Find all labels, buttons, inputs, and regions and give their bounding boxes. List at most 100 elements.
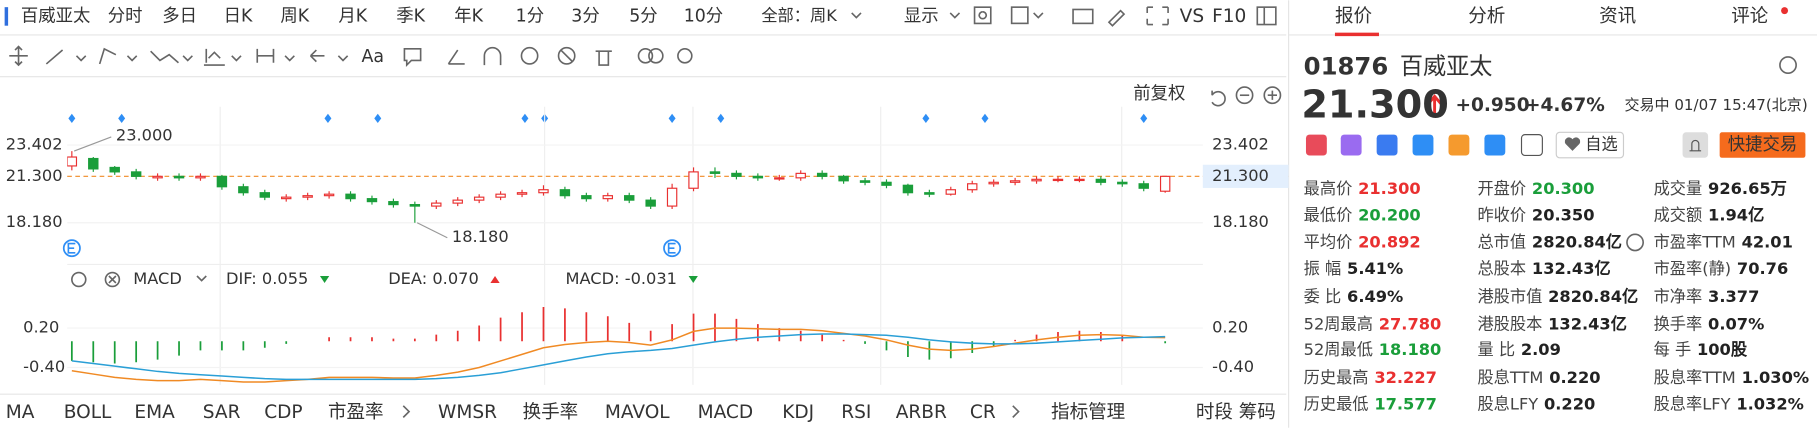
- period-tab[interactable]: 3分: [571, 6, 599, 26]
- stat-value: 70.76: [1737, 259, 1788, 278]
- candle-body: [1159, 175, 1171, 192]
- indicator-name[interactable]: MACD: [133, 269, 182, 288]
- indicator-tab[interactable]: 换手率: [523, 402, 579, 423]
- stat-row: 历史最低 17.577: [1304, 394, 1437, 413]
- stat-value: 5.41%: [1347, 259, 1403, 278]
- candle-body: [752, 175, 764, 179]
- quote-tab[interactable]: 分析: [1468, 6, 1505, 27]
- indicator-tab[interactable]: KDJ: [782, 402, 814, 423]
- quote-tab[interactable]: 报价: [1335, 6, 1372, 27]
- indicator-tab[interactable]: MAVOL: [605, 402, 670, 423]
- last-price: 21.300: [1301, 83, 1449, 127]
- indicator-manage[interactable]: 指标管理: [1051, 402, 1125, 423]
- stat-value: 2820.84亿: [1548, 286, 1638, 305]
- candle-body: [109, 166, 120, 173]
- side-tab[interactable]: 时段: [1196, 402, 1233, 423]
- vs-button[interactable]: VS: [1180, 6, 1204, 27]
- period-tab[interactable]: 显示: [904, 6, 939, 26]
- stat-row: 最低价 20.200: [1304, 205, 1421, 224]
- stat-row: 昨收价 20.350: [1477, 205, 1594, 224]
- chart-controls[interactable]: [71, 86, 1282, 418]
- candle-body: [1009, 180, 1021, 183]
- candle-body: [1138, 183, 1149, 189]
- event-diamond: [521, 113, 529, 124]
- candles: [67, 151, 1171, 223]
- price-label-bg: [1202, 164, 1289, 188]
- stat-value: 20.200: [1358, 205, 1421, 224]
- candle-body: [624, 195, 635, 201]
- period-tab[interactable]: 全部：周K: [761, 6, 837, 25]
- period-tab[interactable]: 百威亚太: [21, 6, 91, 26]
- candle-body: [259, 192, 271, 198]
- side-tab[interactable]: 筹码: [1239, 402, 1276, 423]
- quote-icons[interactable]: [1305, 7, 1806, 252]
- event-diamond: [717, 113, 725, 124]
- indicator-tab[interactable]: RSI: [841, 402, 871, 423]
- period-tab[interactable]: 5分: [629, 6, 657, 26]
- indicator-tab[interactable]: MA: [6, 402, 35, 423]
- stat-value: 2.09: [1521, 340, 1561, 359]
- indicator-tab[interactable]: WMSR: [438, 402, 497, 423]
- trend-arrow: [490, 275, 500, 283]
- stat-label: 委 比: [1304, 286, 1342, 305]
- candle-body: [731, 172, 742, 177]
- stat-value: 6.49%: [1347, 286, 1403, 305]
- indicator-tab[interactable]: CDP: [264, 402, 302, 423]
- period-tab[interactable]: 日K: [224, 6, 253, 26]
- f10-button[interactable]: F10: [1212, 6, 1246, 27]
- period-tab[interactable]: 年K: [454, 6, 483, 26]
- text-tool[interactable]: Aa: [362, 47, 385, 67]
- stat-row: 每 手 100股: [1654, 340, 1748, 359]
- period-tab[interactable]: 1分: [516, 6, 544, 26]
- period-tab[interactable]: 季K: [396, 6, 425, 26]
- y-tick-label-left: 0.20: [23, 318, 59, 337]
- trade-status: 交易中 01/07 15:47(北京): [1624, 96, 1807, 114]
- indicator-legend: DEA: 0.070: [388, 269, 479, 288]
- stat-label: 历史最低: [1304, 394, 1369, 413]
- indicator-tab[interactable]: EMA: [134, 402, 175, 423]
- stat-label: 换手率: [1654, 314, 1703, 333]
- stat-row: 成交量 926.65万: [1654, 179, 1787, 198]
- candle-body: [859, 180, 871, 183]
- price-change: +0.950: [1455, 95, 1529, 116]
- stat-row: 历史最高 32.227: [1304, 367, 1437, 386]
- stat-label: 最低价: [1304, 205, 1353, 224]
- indicator-legend: DIF: 0.055: [226, 269, 308, 288]
- candle-body: [774, 177, 785, 180]
- stat-label: 52周最高: [1304, 314, 1373, 333]
- indicator-tab[interactable]: BOLL: [64, 402, 112, 423]
- period-tab[interactable]: 分时: [108, 6, 143, 26]
- stat-value: 18.180: [1379, 340, 1442, 359]
- candle-body: [67, 156, 78, 167]
- indicator-tab[interactable]: MACD: [698, 402, 754, 423]
- period-tab[interactable]: 多日: [162, 6, 197, 26]
- indicator-tab[interactable]: ARBR: [896, 402, 947, 423]
- quote-tab[interactable]: 评论: [1731, 6, 1769, 27]
- candle-body: [1074, 178, 1085, 182]
- stat-label: 52周最低: [1304, 340, 1373, 359]
- candle-body: [452, 199, 463, 204]
- period-tab[interactable]: 10分: [684, 6, 723, 26]
- quote-tab[interactable]: 资讯: [1599, 6, 1636, 27]
- period-tab[interactable]: 周K: [280, 6, 309, 26]
- macd-plot: [70, 307, 1167, 383]
- event-markers[interactable]: [62, 113, 1148, 258]
- watch-button[interactable]: 自选: [1585, 135, 1617, 154]
- candle-body: [1052, 178, 1064, 182]
- period-tab[interactable]: 月K: [338, 6, 367, 26]
- indicator-tab[interactable]: SAR: [203, 402, 241, 423]
- stat-label: 开盘价: [1477, 179, 1526, 198]
- candle-body: [516, 192, 528, 195]
- toolbar-icons[interactable]: [851, 6, 1277, 27]
- stat-label: 历史最高: [1304, 367, 1369, 386]
- indicator-tab[interactable]: 市盈率: [328, 402, 384, 423]
- adjust-mode[interactable]: 前复权: [1133, 84, 1185, 104]
- drawing-toolbar[interactable]: [9, 45, 693, 68]
- candle-body: [1117, 181, 1128, 185]
- stat-row: 换手率 0.07%: [1654, 314, 1765, 333]
- indicator-tab[interactable]: CR: [970, 402, 996, 423]
- stat-label: 成交量: [1654, 179, 1703, 198]
- stock-marker: [4, 7, 9, 26]
- trade-button[interactable]: 快捷交易: [1728, 135, 1798, 155]
- stat-value: 1.94亿: [1708, 205, 1764, 224]
